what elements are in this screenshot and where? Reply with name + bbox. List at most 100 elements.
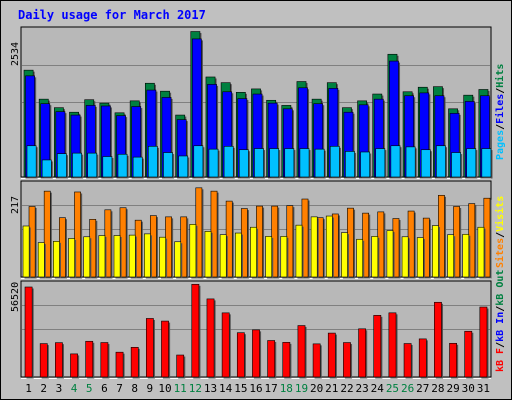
legend-sep: / [495,306,506,312]
day-label: 22 [340,382,353,395]
visits-bar [219,234,227,278]
visits-bar [234,232,242,278]
kbytes-bar [479,306,488,378]
legend-sep: / [495,88,506,94]
pages-bar [254,148,264,178]
visits-bar [143,233,151,278]
visits-bar [189,224,197,278]
day-label: 4 [71,382,78,395]
day-label: 3 [56,382,63,395]
pages-bar [436,145,446,178]
kbytes-bar [267,340,276,378]
day-label: 25 [386,382,399,395]
legend-top: Pages/Files/Hits [494,64,506,160]
day-label: 18 [280,382,293,395]
day-label: 19 [295,382,308,395]
day-label: 27 [416,382,429,395]
pages-bar [147,146,158,178]
pages-bar [314,148,325,178]
pages-bar [102,156,113,178]
pages-bar [329,146,340,178]
kbytes-bar [358,328,367,378]
visits-bar [416,237,424,278]
pages-bar [390,145,401,178]
pages-bar [223,146,234,178]
day-label: 28 [431,382,444,395]
day-label: 13 [204,382,217,395]
visits-bar [280,236,288,278]
kbytes-bar [55,342,63,378]
pages-bar [481,148,492,178]
day-label: 29 [446,382,459,395]
pages-bar [72,152,82,178]
kbytes-bar [85,340,94,378]
day-label: 9 [147,382,154,395]
pages-bar [87,152,98,178]
pages-bar [208,148,219,178]
pages-bar [466,148,477,178]
day-label: 6 [101,382,108,395]
pages-bar [405,146,416,178]
kbytes-bar [403,343,412,378]
visits-bar [68,238,75,278]
day-label: 24 [371,382,385,395]
panel-hits-files-pages [20,26,493,179]
pages-bar [57,153,67,178]
visits-bar [401,236,409,278]
day-label: 7 [116,382,123,395]
legend-sep: / [495,124,506,130]
kbytes-bar [388,312,397,378]
day-label: 12 [189,382,202,395]
kbytes-bar [236,332,245,378]
legend-pages: Pages [495,130,506,160]
day-label: 2 [40,382,47,395]
visits-bar [98,235,106,278]
pages-bar [375,148,386,178]
visits-bar [83,236,91,278]
day-label: 31 [477,382,490,395]
visits-bar [477,226,485,278]
visits-bar [341,232,348,278]
bot-ymax-label: 56520 [10,282,21,312]
visits-bar [250,226,257,278]
visits-bar [371,236,379,278]
legend-mid: Sites/Visits [494,196,506,268]
kbytes-bar [24,286,33,378]
pages-bar [238,149,249,178]
pages-bar [360,151,371,178]
kbytes-bar [312,343,321,378]
sites-bar [74,191,81,278]
day-label: 16 [249,382,262,395]
legend-hits: Hits [494,64,506,88]
kbytes-bar [434,301,442,378]
kbytes-bar [464,330,473,378]
visits-bar [386,230,394,278]
legend-kbf: kB F [495,348,506,372]
visits-bar [310,216,318,278]
kbytes-bar [39,343,48,378]
day-label: 8 [131,382,138,395]
kbytes-bar [449,342,457,378]
kbytes-bar [130,347,139,378]
kbytes-bar [327,332,336,378]
visits-bar [462,233,470,278]
visits-bar [22,225,30,278]
visits-bar [159,236,166,278]
visits-bar [37,242,45,278]
chart-title: Daily usage for March 2017 [18,8,206,22]
kbytes-bar [206,298,215,378]
legend-sep: / [495,342,506,348]
pages-bar [420,149,431,178]
kbytes-bar [343,342,351,378]
pages-bar [117,153,128,178]
day-label: 14 [219,382,233,395]
visits-bar [53,241,60,278]
visits-bar [204,231,212,278]
kbytes-bar [221,312,230,378]
kbytes-bar [100,342,109,378]
day-label: 23 [356,382,369,395]
pages-bar [345,151,355,178]
kbytes-bar [373,315,382,378]
pages-bar [26,145,37,178]
